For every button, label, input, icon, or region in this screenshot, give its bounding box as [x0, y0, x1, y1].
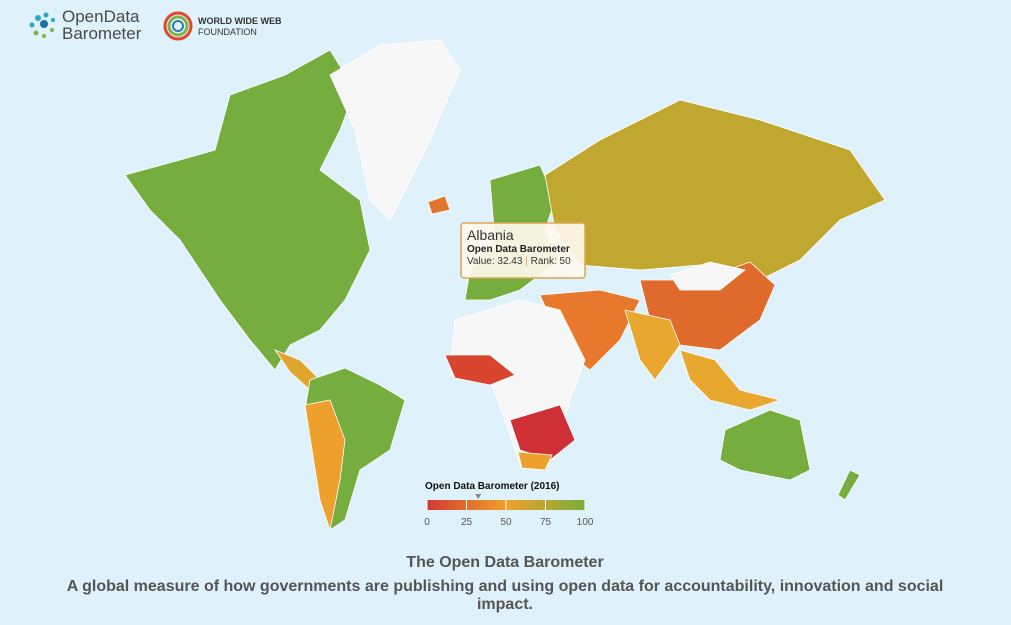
- south-africa: [517, 451, 553, 471]
- tooltip-indicator: Open Data Barometer: [467, 244, 570, 255]
- map: [124, 39, 886, 532]
- tooltip-country: Albania: [467, 227, 514, 243]
- legend-tick-label: 75: [540, 517, 552, 528]
- partner-text: FOUNDATION: [198, 27, 257, 37]
- wwwf-logo: [172, 20, 184, 32]
- new-zealand: [837, 469, 861, 501]
- india: [624, 309, 681, 381]
- wwwf-logo: [167, 15, 189, 37]
- brand-text: Barometer: [62, 24, 142, 43]
- legend-tick-label: 100: [577, 517, 594, 528]
- legend-tick-label: 0: [424, 517, 430, 528]
- legend-tick-label: 25: [461, 517, 473, 528]
- legend-title: Open Data Barometer (2016): [425, 481, 560, 492]
- logos: OpenData Barometer WORLD WIDE WEB FOUNDA…: [29, 7, 282, 43]
- legend: Open Data Barometer (2016) 0 25 50 75 100: [424, 481, 594, 528]
- footer-title: The Open Data Barometer: [406, 554, 603, 571]
- tooltip: Albania Open Data Barometer Value: 32.43…: [460, 222, 586, 279]
- partner-text: WORLD WIDE WEB: [198, 16, 282, 26]
- iceland: [427, 195, 451, 215]
- south-america-west: [304, 399, 346, 532]
- legend-tick-label: 50: [500, 517, 512, 528]
- russia: [544, 99, 886, 281]
- australia: [719, 409, 811, 481]
- tooltip-value: Value: 32.43 | Rank: 50: [467, 256, 571, 267]
- brand-text: OpenData: [62, 7, 140, 26]
- se-asia: [679, 349, 782, 411]
- tooltip-box: [460, 222, 586, 279]
- barometer-logo-icon: [29, 12, 55, 38]
- west-africa: [444, 354, 516, 386]
- mongolia: [669, 261, 746, 291]
- north-america: [124, 49, 371, 371]
- greenland: [329, 39, 461, 221]
- east-africa: [509, 404, 576, 461]
- footer-subtitle-box: A global measure of how governments are …: [66, 578, 944, 613]
- footer-subtitle: A global measure of how governments are …: [66, 578, 944, 613]
- wwwf-logo: [163, 11, 193, 41]
- legend-marker: [475, 494, 482, 499]
